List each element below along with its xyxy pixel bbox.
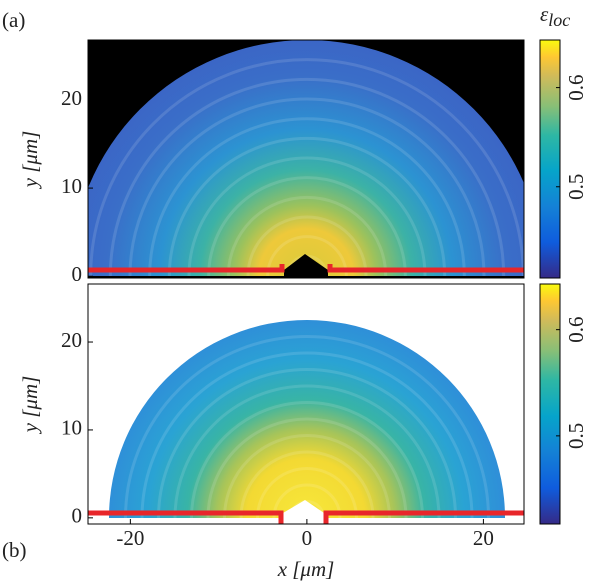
x-axis-label: x [μm]	[277, 557, 335, 581]
panel-label: (b)	[2, 538, 27, 562]
y-tick-label: 10	[61, 416, 82, 440]
ring	[157, 368, 457, 519]
heatmap	[88, 40, 524, 278]
colorbar-label-sub: loc	[548, 10, 570, 30]
x-tick-label: 0	[302, 526, 313, 550]
ring	[128, 97, 486, 277]
notch	[284, 254, 328, 278]
colorbar-tick-label: 0.6	[564, 74, 588, 100]
ring	[207, 176, 407, 277]
ring	[266, 235, 348, 277]
ring	[226, 195, 388, 277]
colorbar-tick-label: 0.5	[564, 423, 588, 449]
panel-label: (a)	[2, 8, 25, 32]
ring	[140, 351, 474, 519]
plot-frame	[87, 39, 525, 279]
heatmap-field	[109, 320, 505, 518]
ring	[124, 335, 490, 519]
y-tick-label: 20	[61, 328, 82, 352]
ring	[246, 215, 368, 277]
plot-frame	[87, 283, 525, 525]
wall	[88, 264, 524, 273]
ring	[89, 58, 524, 277]
ring	[272, 483, 342, 519]
y-tick-label: 20	[61, 86, 82, 110]
colorbar	[539, 39, 561, 279]
y-tick-label: 10	[61, 174, 82, 198]
heatmap	[88, 320, 524, 524]
ring	[148, 117, 466, 277]
ring	[187, 156, 427, 277]
colorbar-label-main: ε	[540, 2, 549, 26]
ring	[239, 450, 375, 519]
y-axis-label: y [μm]	[18, 376, 42, 435]
heatmap-field	[88, 40, 524, 276]
ring	[190, 401, 424, 519]
notch	[283, 500, 324, 518]
x-tick-label: -20	[116, 526, 144, 550]
colorbar	[539, 283, 561, 525]
ring	[108, 77, 506, 277]
colorbar-tick-label: 0.6	[564, 317, 588, 343]
ring	[223, 434, 391, 519]
y-tick-label: 0	[72, 262, 83, 286]
colorbar-tick-label: 0.5	[564, 174, 588, 200]
ring	[167, 136, 447, 277]
ring	[256, 467, 358, 519]
ring	[206, 417, 408, 519]
wall	[88, 510, 524, 524]
x-tick-label: 20	[473, 526, 494, 550]
y-tick-label: 0	[72, 504, 83, 528]
colorbar-label: εloc	[540, 2, 570, 30]
ring	[173, 384, 441, 519]
y-axis-label: y [μm]	[18, 131, 42, 190]
